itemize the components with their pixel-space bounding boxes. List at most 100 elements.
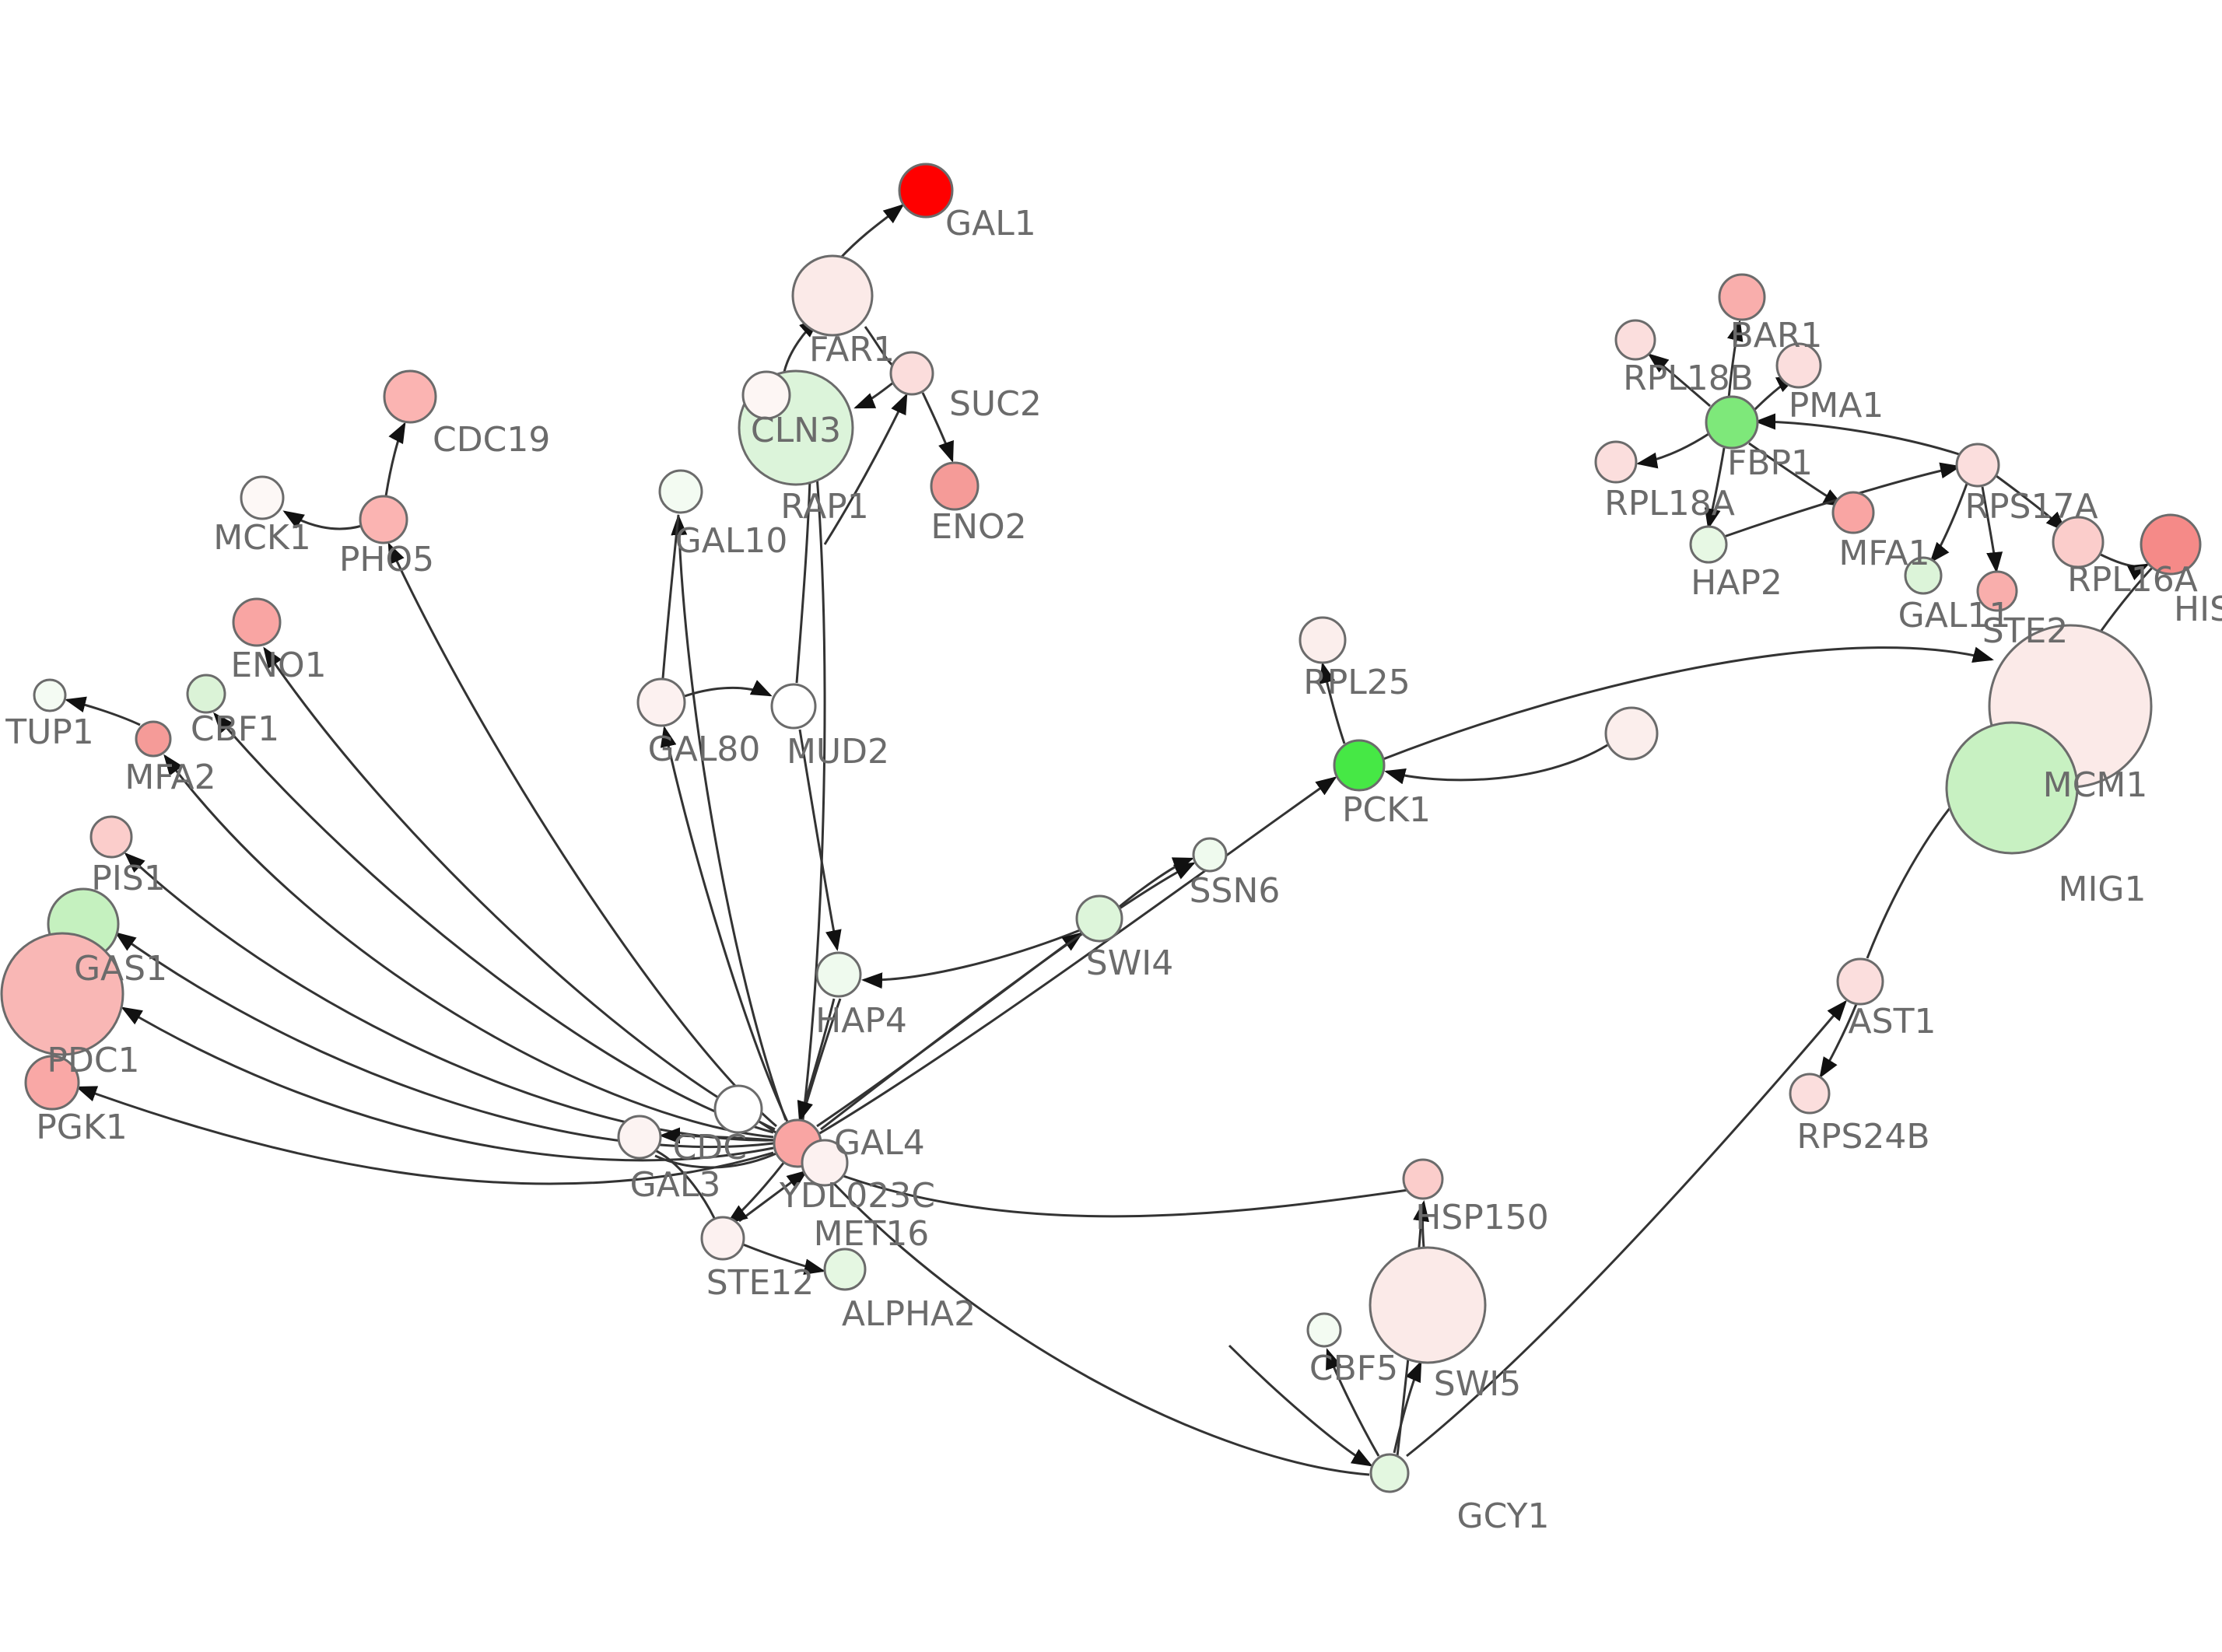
- node-label-pho5: PHO5: [339, 540, 434, 579]
- edge-ste12-to-ydl023c: [738, 1170, 808, 1223]
- node-rap1[interactable]: [741, 370, 791, 420]
- node-cln3b[interactable]: [1604, 706, 1659, 761]
- node-label-gal3: GAL3: [630, 1165, 721, 1205]
- node-cbf1[interactable]: [186, 674, 226, 714]
- node-ssn6[interactable]: [1192, 837, 1228, 873]
- node-eno1[interactable]: [232, 597, 282, 647]
- node-label-rpl16a: RPL16A: [2067, 560, 2198, 600]
- edge-ste12-to-alpha2: [742, 1243, 825, 1276]
- node-suc2[interactable]: [889, 351, 934, 396]
- node-label-hap2: HAP2: [1691, 563, 1782, 603]
- node-label-gcy1: GCY1: [1457, 1496, 1550, 1536]
- edge-gal4-to-gal10: [671, 514, 787, 1121]
- node-ste2[interactable]: [1976, 570, 2018, 612]
- node-cbf5[interactable]: [1306, 1312, 1342, 1348]
- node-label-rpl18b: RPL18B: [1623, 359, 1754, 398]
- node-gal11[interactable]: [1904, 556, 1943, 595]
- edge-cln3b-to-pck1: [1384, 744, 1608, 785]
- node-pis1[interactable]: [89, 815, 133, 859]
- node-hap4[interactable]: [815, 951, 862, 998]
- node-hap2[interactable]: [1689, 525, 1728, 564]
- node-label-rps17a: RPS17A: [1964, 487, 2098, 527]
- edge-pho5-to-cdc19: [384, 422, 406, 497]
- edge-gal4-to-pdc1: [121, 1006, 774, 1162]
- node-label-ast1: AST1: [1849, 1002, 1936, 1041]
- node-mck1[interactable]: [240, 475, 285, 520]
- node-label-ssn6: SSN6: [1190, 871, 1281, 911]
- node-cdc19[interactable]: [383, 369, 437, 424]
- node-label-bar1: BAR1: [1730, 316, 1823, 355]
- node-cdc[interactable]: [713, 1084, 763, 1134]
- edge-gcy1-to-swi5: [1393, 1360, 1422, 1454]
- edge-rap1-to-suc2: [823, 393, 908, 545]
- edge-swi5-to-hsp150: [1413, 1200, 1430, 1248]
- node-eno2[interactable]: [930, 461, 980, 511]
- node-far1[interactable]: [791, 254, 874, 337]
- edge-gcy1-to-cbf5: [1326, 1348, 1380, 1457]
- node-label-rap1: RAP1: [780, 487, 868, 527]
- edge-gal4-to-ssn6: [820, 862, 1196, 1131]
- node-hsp150[interactable]: [1402, 1158, 1444, 1200]
- node-gcy1[interactable]: [1369, 1453, 1410, 1493]
- node-alpha2[interactable]: [823, 1248, 867, 1291]
- node-pgk1[interactable]: [24, 1055, 80, 1111]
- node-rpl25[interactable]: [1299, 616, 1347, 664]
- node-label-cbf1: CBF1: [191, 709, 279, 749]
- edge-pck1-to-rpl25: [1319, 662, 1346, 744]
- node-pma1[interactable]: [1775, 342, 1822, 389]
- node-label-cdc19: CDC19: [433, 420, 550, 460]
- node-label-cln3: CLN3: [751, 411, 841, 450]
- node-rpl18a[interactable]: [1594, 440, 1638, 484]
- node-mud2[interactable]: [770, 683, 817, 730]
- node-pck1[interactable]: [1333, 739, 1386, 792]
- node-label-gas1: GAS1: [74, 949, 167, 989]
- edge-gal4-to-ste12: [726, 1161, 786, 1224]
- node-label-rpl18a: RPL18A: [1604, 484, 1735, 523]
- node-fbp1[interactable]: [1705, 395, 1759, 450]
- edge-gal4-to-gcy1: [814, 1162, 1370, 1476]
- node-rpl16a[interactable]: [2052, 516, 2105, 569]
- edge-gal4-to-pho5: [387, 542, 777, 1128]
- edge-rps17a-to-ste2: [1981, 486, 2003, 573]
- node-tup1[interactable]: [33, 678, 67, 712]
- node-label-ste12: STE12: [706, 1263, 815, 1303]
- node-rps17a[interactable]: [1955, 443, 2000, 488]
- node-label-eno2: ENO2: [931, 507, 1026, 547]
- node-gal1[interactable]: [898, 163, 954, 219]
- node-ste12[interactable]: [700, 1216, 745, 1261]
- node-gal10[interactable]: [658, 469, 703, 514]
- node-ydl023c[interactable]: [801, 1139, 849, 1187]
- node-label-ydl023c: YDL023C: [779, 1176, 935, 1216]
- node-label-his4: HIS4: [2174, 590, 2222, 629]
- node-label-pma1: PMA1: [1789, 386, 1884, 425]
- node-label-cdc: CDC: [673, 1128, 747, 1167]
- edge-gal80-to-mud2: [684, 680, 773, 698]
- node-label-hap4: HAP4: [815, 1001, 907, 1041]
- node-swi5[interactable]: [1369, 1246, 1487, 1364]
- node-mfa1[interactable]: [1831, 491, 1875, 534]
- node-rps24b[interactable]: [1789, 1073, 1831, 1115]
- edge-mfa2-to-tup1: [65, 696, 141, 726]
- node-label-alpha2: ALPHA2: [842, 1294, 976, 1334]
- node-label-met16: MET16: [814, 1214, 930, 1254]
- node-label-cbf5: CBF5: [1309, 1349, 1398, 1388]
- node-mig1[interactable]: [1945, 721, 2079, 855]
- node-mfa2[interactable]: [135, 720, 172, 758]
- node-swi4[interactable]: [1075, 894, 1123, 943]
- node-label-gal4: GAL4: [834, 1123, 925, 1163]
- node-gal80[interactable]: [636, 677, 686, 727]
- edge-gal4-to-gal3: [659, 1127, 776, 1144]
- edge-gal4-to-gal80: [660, 726, 789, 1122]
- node-rpl18b[interactable]: [1614, 319, 1656, 361]
- edge-rpl16a-to-his4: [2098, 552, 2150, 581]
- node-pdc1[interactable]: [0, 932, 124, 1056]
- node-his4[interactable]: [2140, 513, 2202, 576]
- node-label-tup1: TUP1: [5, 712, 94, 752]
- node-label-gal1: GAL1: [945, 204, 1036, 243]
- node-label-mfa1: MFA1: [1838, 534, 1929, 573]
- node-ast1[interactable]: [1836, 957, 1884, 1006]
- node-gal3[interactable]: [617, 1115, 662, 1160]
- node-bar1[interactable]: [1718, 273, 1766, 321]
- node-pho5[interactable]: [359, 495, 408, 544]
